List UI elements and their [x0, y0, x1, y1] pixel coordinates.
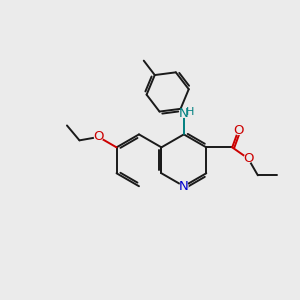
Text: O: O	[93, 130, 104, 143]
Ellipse shape	[180, 182, 188, 190]
Ellipse shape	[180, 109, 188, 117]
Ellipse shape	[94, 133, 103, 141]
Text: O: O	[243, 152, 254, 165]
Text: N: N	[179, 106, 189, 120]
Ellipse shape	[244, 154, 252, 163]
Ellipse shape	[234, 126, 242, 134]
Text: O: O	[233, 124, 244, 137]
Text: N: N	[179, 180, 189, 193]
Text: H: H	[186, 107, 194, 117]
